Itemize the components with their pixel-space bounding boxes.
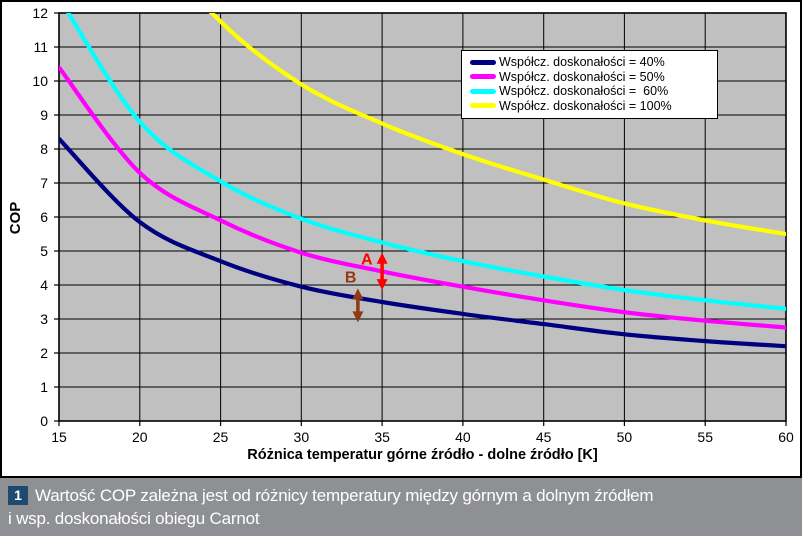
x-tick-label: 15 — [51, 429, 67, 445]
y-tick-label: 9 — [40, 107, 48, 123]
caption-text-line2: i wsp. doskonałości obiegu Carnot — [8, 509, 260, 528]
legend-line-60pct-icon — [470, 88, 496, 94]
legend-label: Współcz. doskonałości = 50% — [499, 69, 665, 84]
annotation-label-A: A — [361, 252, 373, 269]
arrowhead-down-icon-A — [376, 279, 388, 291]
legend-label: Współcz. doskonałości = 60% — [499, 84, 669, 99]
curve-100pct — [208, 13, 786, 237]
legend-item: Współcz. doskonałości = 100% — [470, 99, 711, 114]
y-tick-label: 11 — [33, 39, 48, 55]
y-tick-label: 8 — [40, 141, 48, 157]
x-tick-label: 45 — [535, 429, 552, 445]
x-tick-label: 25 — [212, 429, 229, 445]
x-axis-title: Różnica temperatur górne źródło - dolne … — [247, 447, 598, 463]
legend-label: Współcz. doskonałości = 100% — [499, 98, 672, 113]
y-tick-label: 2 — [40, 345, 48, 361]
y-tick-label: 5 — [40, 243, 48, 259]
arrowhead-up-icon-A — [376, 252, 388, 264]
figure-number-badge: 1 — [8, 486, 28, 505]
arrowhead-down-icon-B — [352, 311, 364, 323]
legend-line-50pct-icon — [470, 74, 496, 80]
curve-60pct — [65, 13, 786, 311]
y-tick-label: 1 — [40, 379, 48, 395]
x-tick-label: 20 — [131, 429, 148, 445]
y-tick-label: 3 — [40, 311, 48, 327]
legend-line-40pct-icon — [470, 59, 496, 65]
x-tick-label: 40 — [455, 429, 471, 445]
arrowhead-up-icon-B — [352, 288, 364, 300]
legend-item: Współcz. doskonałości = 50% — [470, 70, 711, 85]
x-tick-label: 35 — [374, 429, 390, 445]
legend-label: Współcz. doskonałości = 40% — [499, 55, 665, 70]
y-tick-label: 6 — [40, 209, 48, 225]
y-tick-label: 4 — [40, 277, 48, 293]
caption-bar: 1 Wartość COP zależna jest od różnicy tem… — [0, 478, 802, 536]
y-tick-label: 0 — [40, 413, 48, 429]
x-tick-label: 30 — [293, 429, 310, 445]
plot-border — [58, 12, 787, 422]
x-tick-label: 50 — [616, 429, 633, 445]
legend-line-100pct-icon — [470, 103, 496, 109]
legend: Współcz. doskonałości = 40% Współcz. dos… — [461, 50, 718, 119]
x-tick-label: 60 — [778, 429, 794, 445]
curve-40pct — [59, 136, 786, 349]
legend-item: Współcz. doskonałości = 60% — [470, 84, 711, 99]
y-tick-label: 10 — [32, 73, 48, 89]
x-tick-label: 55 — [697, 429, 713, 445]
y-tick-label: 7 — [40, 175, 48, 191]
annotation-label-B: B — [345, 270, 357, 287]
curve-50pct — [59, 65, 786, 330]
y-tick-label: 12 — [32, 5, 48, 21]
caption-text-line1: Wartość COP zależna jest od różnicy temp… — [35, 486, 654, 505]
caption-line-1: 1 Wartość COP zależna jest od różnicy tem… — [8, 484, 792, 507]
legend-item: Współcz. doskonałości = 40% — [470, 55, 711, 70]
